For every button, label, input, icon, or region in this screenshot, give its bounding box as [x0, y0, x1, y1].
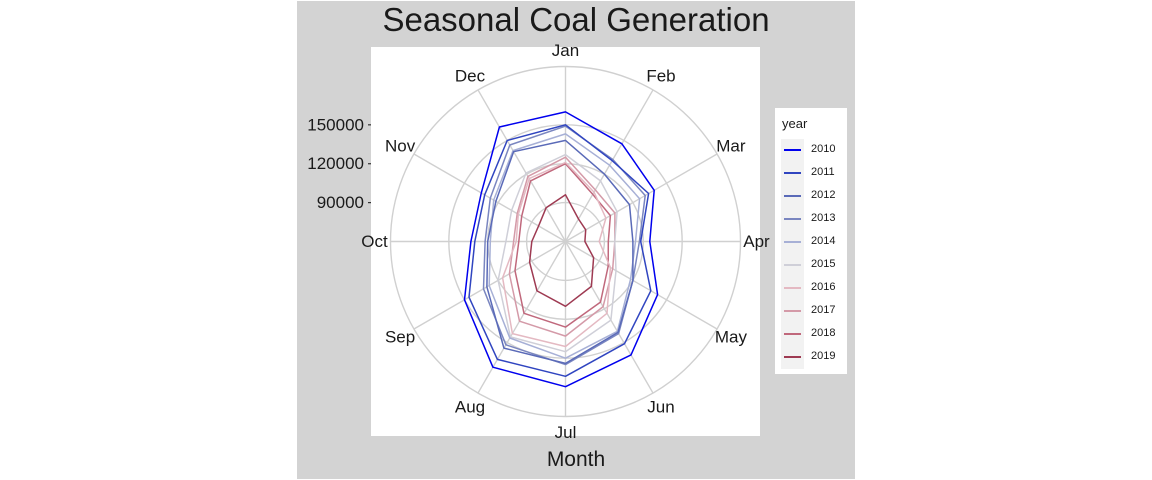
legend-item: 2011 [781, 162, 841, 185]
legend-key [781, 231, 804, 254]
series-line-2015 [497, 153, 618, 353]
legend-label: 2013 [811, 212, 836, 224]
series-line-2016 [501, 161, 612, 348]
series-lines [463, 111, 659, 388]
chart-figure: Seasonal Coal Generation Jan Feb Mar Apr May… [297, 1, 855, 479]
legend-swatch [784, 149, 801, 151]
legend-label: 2010 [811, 143, 836, 155]
legend-key [781, 346, 804, 369]
chart-title: Seasonal Coal Generation [382, 1, 770, 38]
legend-key [781, 185, 804, 208]
legend-key [781, 254, 804, 277]
month-label-feb: Feb [646, 67, 675, 86]
legend-label: 2012 [811, 189, 836, 201]
legend-swatch [784, 310, 801, 312]
legend-key [781, 162, 804, 185]
legend-item: 2013 [781, 208, 841, 231]
legend-label: 2011 [811, 166, 835, 178]
legend-key [781, 323, 804, 346]
series-line-2013 [482, 125, 646, 366]
legend-swatch [784, 172, 801, 174]
legend-swatch [784, 218, 801, 220]
month-label-nov: Nov [385, 137, 416, 156]
radial-tick-label: 90000 [317, 193, 364, 212]
legend-swatch [784, 333, 801, 335]
grid-spoke [564, 241, 654, 394]
month-label-oct: Oct [361, 232, 388, 251]
legend-item: 2019 [781, 346, 841, 369]
month-label-aug: Aug [455, 397, 485, 416]
legend-item: 2018 [781, 323, 841, 346]
grid-spoke [477, 89, 567, 242]
legend-item: 2016 [781, 277, 841, 300]
radial-axis: 90000 120000 150000 [307, 115, 371, 212]
legend-swatch [784, 287, 801, 289]
radial-tick-label: 150000 [307, 115, 364, 134]
legend-label: 2016 [811, 281, 836, 293]
legend-item: 2012 [781, 185, 841, 208]
legend-swatch [784, 195, 801, 197]
grid-spoke [565, 153, 718, 243]
legend-swatch [784, 264, 801, 266]
month-label-apr: Apr [743, 232, 770, 251]
month-labels: Jan Feb Mar Apr May Jun Jul Aug Sep Oct Nov Dec [361, 41, 770, 442]
chart-svg: Jan Feb Mar Apr May Jun Jul Aug Sep Oct Nov Dec 900… [307, 41, 770, 442]
month-label-jul: Jul [555, 423, 577, 442]
legend-label: 2018 [811, 327, 836, 339]
legend-items: 2010 2011 2012 2013 2014 2015 2016 2017 2018 2019 [781, 139, 841, 369]
legend-swatch [784, 241, 801, 243]
legend-label: 2014 [811, 235, 836, 247]
month-label-jan: Jan [552, 41, 579, 60]
radial-tick-label: 120000 [307, 154, 364, 173]
month-label-sep: Sep [385, 328, 415, 347]
legend-title: year [782, 116, 808, 131]
month-label-mar: Mar [716, 137, 746, 156]
grid-spoke [565, 240, 718, 330]
series-line-2011 [468, 124, 652, 378]
series-line-2017 [508, 156, 616, 337]
series-line-2010 [463, 111, 659, 388]
series-line-2014 [488, 133, 641, 359]
series-line-2012 [486, 139, 634, 365]
x-axis-title: Month [546, 448, 606, 471]
legend-key [781, 208, 804, 231]
legend-item: 2010 [781, 139, 841, 162]
legend-key [781, 300, 804, 323]
legend-item: 2015 [781, 254, 841, 277]
legend-key [781, 277, 804, 300]
legend-label: 2015 [811, 258, 836, 270]
legend: year 2010 2011 2012 2013 2014 2015 2016 2017 201… [775, 108, 847, 374]
month-label-dec: Dec [455, 67, 486, 86]
month-label-may: May [715, 328, 748, 347]
series-line-2019 [528, 194, 595, 308]
legend-key [781, 139, 804, 162]
month-label-jun: Jun [647, 397, 674, 416]
series-line-2018 [514, 162, 612, 328]
legend-item: 2014 [781, 231, 841, 254]
legend-label: 2017 [811, 304, 836, 316]
legend-item: 2017 [781, 300, 841, 323]
legend-label: 2019 [811, 350, 836, 362]
legend-swatch [784, 356, 801, 358]
